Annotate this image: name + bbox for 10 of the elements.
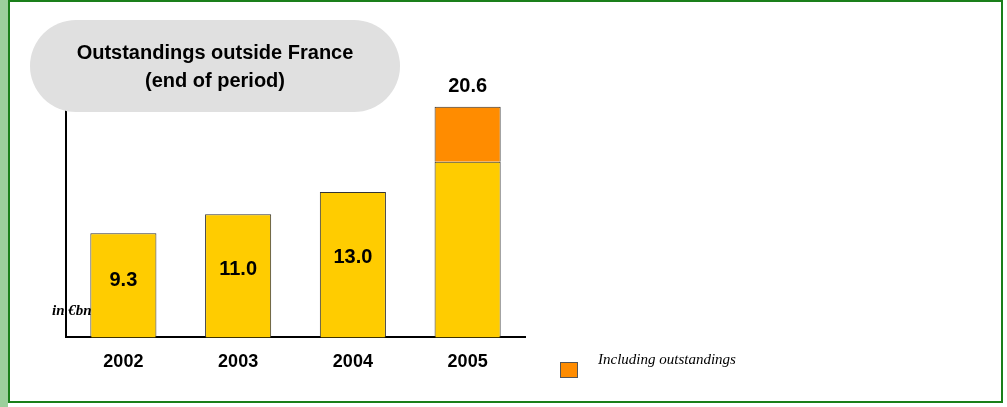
data-label: 13.0: [333, 244, 373, 267]
x-tick-label: 2002: [103, 351, 144, 372]
text: Including outstandings: [597, 350, 737, 369]
annotation: in €bn: [52, 302, 92, 319]
data-label: 9.3: [109, 267, 138, 290]
x-tick-label: 2004: [332, 351, 373, 372]
data-label: 11.0: [219, 257, 258, 280]
x-tick-label: 2005: [447, 351, 488, 372]
total-label: 20.6: [448, 74, 488, 97]
x-tick-label: 2003: [218, 351, 259, 372]
